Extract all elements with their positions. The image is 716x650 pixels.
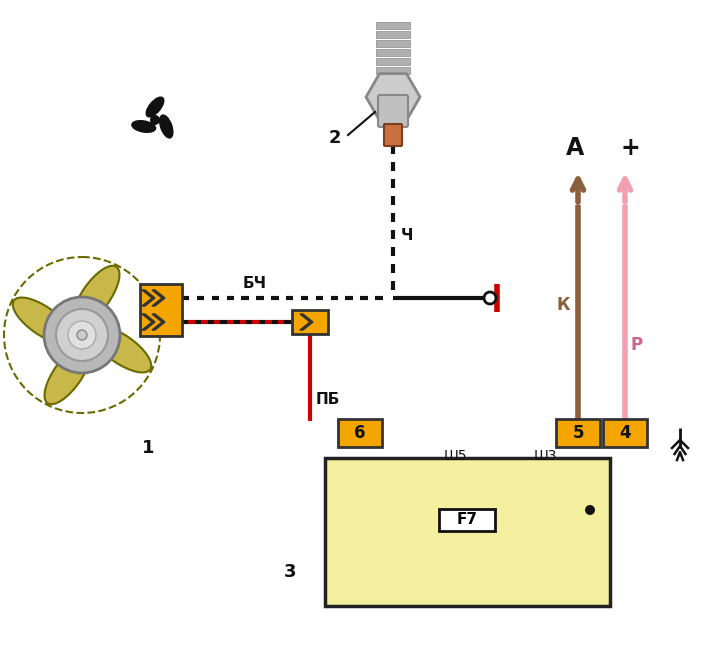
- Circle shape: [150, 115, 160, 125]
- Text: 4: 4: [619, 424, 631, 442]
- Circle shape: [68, 321, 96, 349]
- Text: 2: 2: [329, 129, 342, 147]
- Text: БЧ: БЧ: [243, 276, 267, 291]
- FancyBboxPatch shape: [376, 49, 410, 56]
- Circle shape: [484, 292, 496, 304]
- FancyBboxPatch shape: [376, 22, 410, 29]
- FancyBboxPatch shape: [338, 419, 382, 447]
- Text: +: +: [620, 136, 640, 160]
- Circle shape: [56, 309, 108, 361]
- Circle shape: [585, 505, 595, 515]
- FancyBboxPatch shape: [378, 95, 408, 127]
- Text: Р: Р: [630, 336, 642, 354]
- Polygon shape: [152, 290, 165, 306]
- Text: F7: F7: [457, 512, 478, 528]
- FancyBboxPatch shape: [439, 509, 495, 531]
- Ellipse shape: [13, 298, 72, 344]
- Ellipse shape: [44, 344, 91, 404]
- Ellipse shape: [92, 326, 151, 372]
- FancyBboxPatch shape: [292, 310, 328, 334]
- FancyBboxPatch shape: [376, 67, 410, 74]
- FancyBboxPatch shape: [376, 40, 410, 47]
- Polygon shape: [366, 73, 420, 120]
- FancyBboxPatch shape: [603, 419, 647, 447]
- FancyBboxPatch shape: [376, 58, 410, 65]
- Text: 6: 6: [354, 424, 366, 442]
- Text: Ш5: Ш5: [443, 449, 467, 463]
- FancyBboxPatch shape: [556, 419, 600, 447]
- Text: Ч: Ч: [401, 227, 413, 242]
- Polygon shape: [142, 314, 155, 330]
- Polygon shape: [152, 314, 165, 330]
- Ellipse shape: [73, 266, 120, 325]
- FancyBboxPatch shape: [140, 284, 182, 336]
- FancyBboxPatch shape: [384, 124, 402, 146]
- Polygon shape: [142, 290, 155, 306]
- Text: К: К: [556, 296, 570, 314]
- Text: ПБ: ПБ: [316, 393, 340, 408]
- Text: 1: 1: [142, 439, 154, 457]
- FancyBboxPatch shape: [376, 31, 410, 38]
- Circle shape: [77, 330, 87, 340]
- Text: Ш3: Ш3: [533, 449, 557, 463]
- Ellipse shape: [132, 121, 155, 133]
- Ellipse shape: [160, 115, 173, 138]
- Text: 5: 5: [572, 424, 584, 442]
- Polygon shape: [300, 314, 313, 330]
- FancyBboxPatch shape: [325, 458, 610, 606]
- Text: А: А: [566, 136, 584, 160]
- Text: 3: 3: [284, 563, 296, 581]
- Ellipse shape: [146, 97, 164, 117]
- Circle shape: [44, 297, 120, 373]
